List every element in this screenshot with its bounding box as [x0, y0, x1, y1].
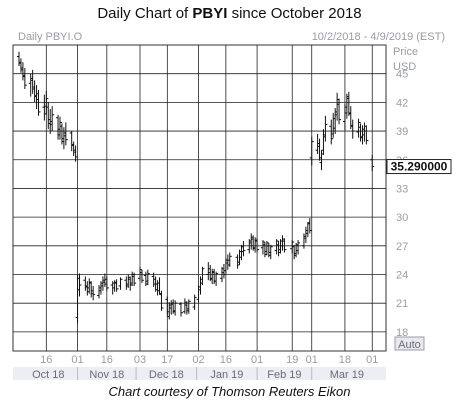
auto-scale-button[interactable]: Auto	[394, 336, 425, 351]
ohlc-bar	[268, 244, 273, 260]
x-day-tick-label: 01	[71, 354, 83, 366]
ohlc-bar	[159, 290, 164, 311]
date-range-label: 10/2/2018 - 4/9/2019 (EST)	[312, 31, 445, 43]
ohlc-bar	[309, 136, 314, 166]
y-tick-label: 18	[396, 327, 408, 339]
title-prefix: Daily Chart of	[97, 5, 193, 22]
ohlc-bar	[227, 252, 232, 267]
x-axis: 16 01 16 03 17 02 16 01 19 01 18 01 Oct 18 Nov 18 Dec …	[13, 354, 386, 381]
y-tick-label: 45	[396, 69, 408, 81]
auto-scale-label: Auto	[398, 339, 421, 351]
ohlc-bar	[145, 269, 150, 286]
x-month-label: Dec 18	[149, 369, 184, 381]
chart-title: Daily Chart of PBYI since October 2018	[0, 5, 459, 22]
x-day-tick-label: 03	[134, 354, 146, 366]
x-day-tick-label: 02	[192, 354, 204, 366]
x-day-tick-label: 19	[286, 354, 298, 366]
vertical-gridlines	[45, 45, 373, 351]
ohlc-bar	[307, 218, 312, 234]
ohlc-bar	[36, 89, 41, 116]
ohlc-bar	[364, 125, 369, 145]
y-axis-label: Price	[393, 46, 418, 58]
x-month-label: Nov 18	[89, 369, 124, 381]
ohlc-bar	[57, 116, 62, 140]
x-month-label: Jan 19	[210, 369, 243, 381]
ohlc-bar	[91, 285, 96, 301]
ohlc-bar	[282, 238, 287, 253]
y-tick-label: 42	[396, 97, 408, 109]
ohlc-bar	[114, 279, 119, 292]
x-day-tick-label: 17	[161, 354, 173, 366]
ohlc-bar	[73, 145, 78, 162]
ohlc-bar	[22, 67, 27, 89]
ohlc-bar	[139, 269, 144, 284]
last-price-label: 35.290000	[391, 160, 448, 174]
y-tick-label: 39	[396, 126, 408, 138]
title-ticker: PBYI	[192, 5, 228, 22]
ohlc-bar	[132, 272, 137, 286]
y-tick-label: 21	[396, 298, 408, 310]
ohlc-bar	[104, 276, 109, 291]
y-tick-label: 33	[396, 183, 408, 195]
title-suffix: since October 2018	[227, 5, 362, 22]
y-tick-label: 30	[396, 212, 408, 224]
x-day-tick-label: 16	[220, 354, 232, 366]
x-month-label: Feb 19	[267, 369, 301, 381]
ohlc-bar	[178, 302, 183, 317]
ohlc-bar	[350, 119, 355, 139]
last-price-badge: 35.290000	[386, 159, 452, 175]
plot-area	[12, 44, 387, 352]
ohlc-bar	[296, 240, 301, 255]
ohlc-bar	[173, 300, 178, 316]
ohlc-bar	[50, 106, 55, 132]
month-band	[13, 367, 386, 380]
x-day-tick-label: 01	[306, 354, 318, 366]
ohlc-bar	[241, 241, 246, 257]
ohlc-bar	[370, 154, 375, 172]
ohlc-bar	[214, 271, 219, 286]
ohlc-bar	[337, 98, 342, 125]
ohlc-bar	[329, 119, 334, 145]
symbol-label: Daily PBYI.O	[18, 31, 83, 43]
y-axis: 18212427303336394245	[396, 69, 408, 339]
ohlc-bar	[323, 115, 328, 142]
ohlc-bar	[200, 266, 205, 286]
ohlc-bar	[44, 90, 49, 115]
ohlc-bar	[118, 277, 123, 290]
y-tick-label: 24	[396, 270, 408, 282]
x-month-label: Mar 19	[330, 369, 364, 381]
x-day-tick-label: 16	[40, 354, 52, 366]
x-day-tick-label: 16	[101, 354, 113, 366]
ohlc-bar	[255, 238, 260, 253]
ohlc-bar	[186, 299, 191, 314]
ohlc-bar	[356, 118, 361, 138]
x-day-tick-label: 18	[339, 354, 351, 366]
ohlc-bar	[192, 294, 197, 310]
chart-caption: Chart courtesy of Thomson Reuters Eikon	[108, 384, 351, 399]
x-month-label: Oct 18	[32, 369, 64, 381]
y-axis-unit: USD	[393, 61, 416, 73]
y-tick-label: 27	[396, 241, 408, 253]
x-day-tick-label: 01	[366, 354, 378, 366]
x-day-tick-label: 01	[251, 354, 263, 366]
ohlc-bar	[77, 273, 82, 297]
price-bars	[17, 51, 375, 324]
ohlc-bar	[63, 122, 68, 146]
